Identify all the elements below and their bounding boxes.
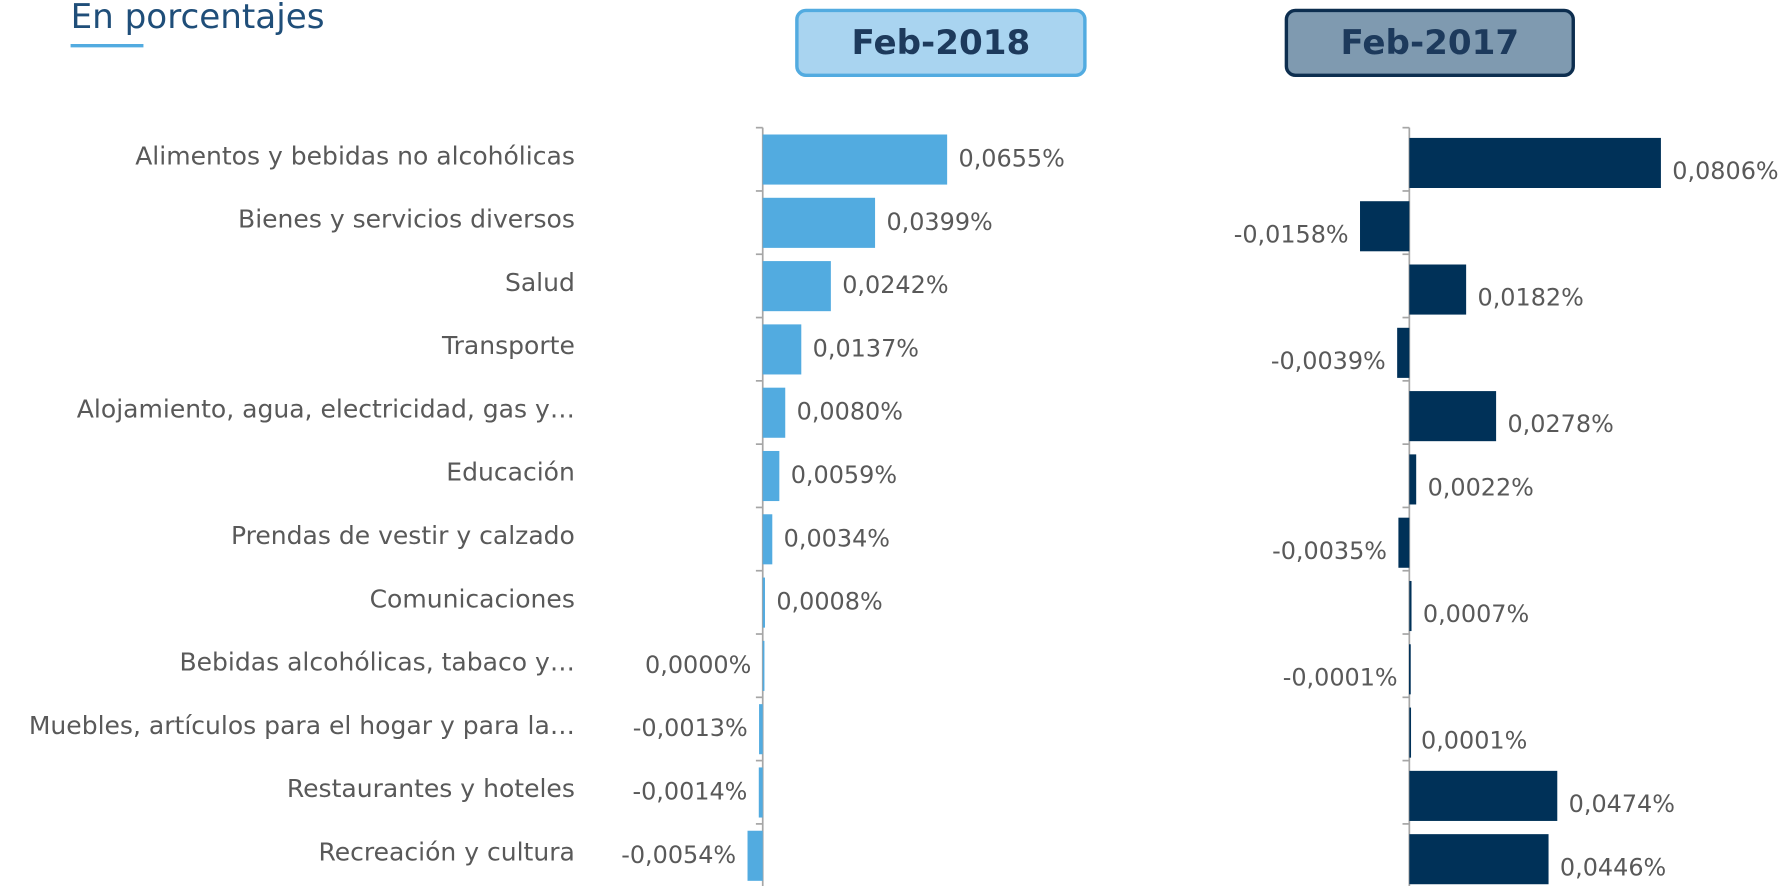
value-label: -0,0013%: [633, 714, 748, 742]
bar: [762, 324, 802, 375]
category-label: Bienes y servicios diversos: [238, 205, 575, 234]
bar: [762, 134, 948, 185]
category-label: Educación: [446, 458, 575, 487]
category-label: Muebles, artículos para el hogar y para …: [29, 711, 575, 740]
bar: [1409, 834, 1549, 885]
category-label: Transporte: [441, 331, 575, 360]
value-label: 0,0000%: [645, 651, 751, 679]
bar: [1409, 580, 1412, 632]
bar: [762, 640, 765, 691]
value-label: 0,0242%: [842, 271, 948, 299]
value-label: 0,0655%: [959, 145, 1065, 173]
value-label: 0,0008%: [776, 588, 882, 616]
value-label: 0,0182%: [1478, 284, 1584, 312]
bar: [759, 704, 763, 755]
category-label: Alimentos y bebidas no alcohólicas: [135, 141, 575, 170]
value-label: -0,0158%: [1234, 220, 1349, 248]
bar: [1409, 391, 1497, 442]
category-label: Prendas de vestir y calzado: [231, 521, 575, 550]
value-label: 0,0399%: [886, 208, 992, 236]
value-label: -0,0054%: [621, 841, 736, 869]
value-label: 0,0059%: [791, 461, 897, 489]
value-label: 0,0080%: [797, 398, 903, 426]
value-label: -0,0035%: [1272, 537, 1387, 565]
category-label: Comunicaciones: [370, 584, 575, 613]
value-label: 0,0446%: [1560, 853, 1666, 881]
bar: [762, 387, 786, 438]
bar: [762, 450, 780, 502]
bar: [1409, 707, 1412, 758]
bar: [1409, 137, 1661, 188]
value-label: 0,0278%: [1507, 410, 1613, 438]
bar: [1409, 264, 1467, 315]
value-label: 0,0034%: [784, 524, 890, 552]
bar: [762, 261, 831, 312]
category-label: Restaurantes y hoteles: [287, 774, 575, 803]
series-name: Feb-2017: [1340, 23, 1519, 63]
bar: [758, 767, 763, 818]
bar: [1409, 454, 1417, 505]
bar: [747, 830, 763, 881]
bar: [1397, 327, 1410, 378]
category-label: Alojamiento, agua, electricidad, gas y…: [77, 394, 575, 423]
value-label: 0,0137%: [813, 334, 919, 362]
category-label: Recreación y cultura: [318, 838, 574, 867]
series-header: [1284, 8, 1575, 78]
value-label: 0,0022%: [1428, 474, 1534, 502]
value-label: 0,0007%: [1423, 600, 1529, 628]
bar: [1360, 201, 1410, 252]
bar: [762, 514, 773, 565]
bar: [1398, 517, 1410, 568]
bar: [762, 197, 876, 248]
value-label: -0,0039%: [1271, 347, 1386, 375]
value-label: 0,0001%: [1421, 727, 1527, 755]
chart-title: En porcentajes: [71, 0, 325, 37]
bar: [762, 577, 765, 628]
series-name: Feb-2018: [852, 23, 1031, 63]
value-label: -0,0014%: [632, 777, 747, 805]
series-header: [795, 8, 1087, 78]
value-label: -0,0001%: [1283, 663, 1398, 691]
category-label: Bebidas alcohólicas, tabaco y…: [179, 648, 574, 677]
value-label: 0,0806%: [1672, 157, 1778, 185]
bar: [1409, 644, 1411, 695]
bar: [1409, 770, 1558, 821]
category-label: Salud: [505, 268, 575, 297]
value-label: 0,0474%: [1569, 790, 1675, 818]
